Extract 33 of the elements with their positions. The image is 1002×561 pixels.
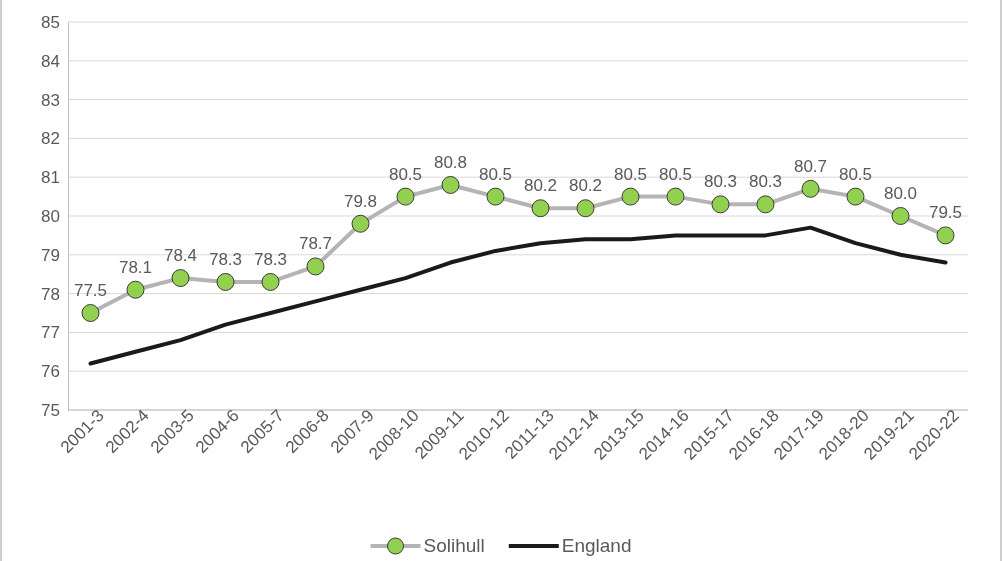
data-label: 79.8	[343, 191, 378, 211]
data-label: 79.5	[928, 203, 963, 223]
data-label: 80.3	[703, 172, 738, 192]
data-label: 80.5	[613, 164, 648, 184]
data-label: 77.5	[73, 281, 108, 300]
y-tick-label: 79	[41, 245, 60, 265]
data-label: 80.5	[388, 164, 423, 184]
y-tick-label: 77	[41, 323, 60, 343]
y-tick-label: 78	[41, 284, 60, 304]
y-tick-label: 82	[41, 129, 60, 149]
y-tick-label: 76	[41, 362, 60, 382]
y-tick-label: 75	[41, 400, 60, 420]
data-label: 78.4	[163, 246, 198, 266]
data-label: 80.5	[478, 164, 513, 184]
legend-label: England	[561, 535, 632, 556]
data-label: 80.7	[793, 156, 828, 176]
y-tick-label: 85	[41, 12, 60, 32]
legend-label: Solihull	[423, 535, 485, 556]
data-label: 80.5	[658, 164, 693, 184]
data-label: 80.0	[883, 184, 918, 203]
y-tick-label: 81	[41, 168, 60, 188]
y-tick-label: 84	[41, 51, 60, 71]
data-label: 80.3	[748, 172, 783, 192]
data-label: 80.2	[523, 176, 558, 196]
data-label: 80.8	[433, 152, 468, 172]
data-label: 78.3	[208, 249, 243, 269]
y-tick-label: 80	[41, 206, 60, 226]
data-label: 80.2	[568, 176, 603, 196]
y-tick-label: 83	[41, 90, 60, 110]
data-label: 80.5	[838, 164, 873, 184]
data-label: 78.1	[118, 257, 153, 277]
data-label: 78.7	[298, 234, 333, 254]
data-label: 78.3	[253, 249, 288, 269]
